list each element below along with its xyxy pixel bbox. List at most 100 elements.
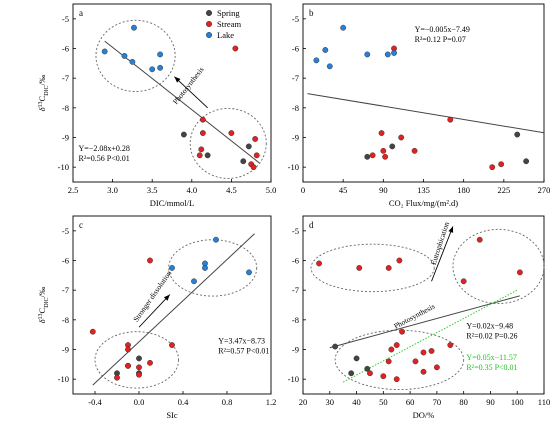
group-ellipse: [94, 331, 180, 389]
spring-point: [180, 131, 187, 138]
x-axis-label: CO₂ Flux/mg/(m².d): [389, 198, 458, 208]
equation-text: Y=3.47x−8.73: [218, 337, 265, 346]
annotation-text: Photosynthesis: [392, 302, 436, 331]
stream-point: [420, 349, 427, 356]
lake-point: [213, 236, 219, 243]
stream-point: [147, 359, 153, 366]
spring-point: [364, 153, 371, 160]
x-tick-label: 45: [339, 185, 348, 195]
spring-point: [136, 355, 142, 362]
y-tick-label: -8: [292, 315, 299, 325]
stream-point: [369, 152, 376, 159]
x-tick-label: 1.2: [266, 397, 277, 407]
arrow-head: [448, 226, 454, 233]
stream-point: [380, 373, 387, 380]
lake-point: [149, 66, 156, 73]
lake-point: [326, 63, 333, 70]
x-tick-label: 20: [299, 397, 308, 407]
group-ellipse: [334, 329, 465, 391]
annotation-text: Photosynthesis: [171, 65, 206, 106]
panel-letter: c: [79, 220, 83, 230]
y-tick-label: -6: [292, 44, 299, 54]
stream-point: [232, 45, 239, 52]
spring-point: [523, 158, 530, 165]
y-tick-label: -8: [62, 315, 69, 325]
lake-point: [246, 269, 252, 276]
legend-marker-stream: [205, 21, 212, 28]
lake-point: [131, 24, 137, 31]
y-tick-label: -6: [292, 256, 299, 266]
fit-line: [92, 233, 255, 386]
spring-point: [245, 143, 252, 150]
x-axis-label: SIc: [166, 410, 178, 420]
stream-point: [125, 346, 131, 353]
stream-point: [199, 130, 206, 136]
y-tick-label: -9: [292, 133, 299, 143]
stream-point: [398, 134, 405, 141]
group-ellipse: [189, 107, 267, 179]
stream-point: [382, 153, 389, 160]
spring-point: [353, 355, 360, 362]
x-tick-label: 60: [406, 397, 415, 407]
stream-point: [393, 342, 400, 348]
arrow-shaft: [174, 76, 208, 109]
x-tick-label: 30: [326, 397, 335, 407]
x-tick-label: 0: [301, 185, 305, 195]
lake-point: [169, 265, 175, 271]
group-ellipse: [95, 19, 176, 92]
group-ellipse: [452, 228, 545, 304]
group-ellipse: [168, 239, 258, 297]
y-tick-label: -7: [62, 285, 69, 295]
x-tick-label: 40: [352, 397, 361, 407]
lake-point: [313, 57, 320, 64]
x-tick-label: 5.0: [266, 185, 277, 195]
y-tick-label: -5: [62, 226, 69, 236]
spring-point: [240, 158, 247, 165]
stream-point: [385, 265, 392, 271]
y-tick-label: -10: [58, 162, 69, 172]
x-tick-label: 80: [459, 397, 468, 407]
plot-frame: [72, 215, 272, 395]
x-tick-label: 4.5: [226, 185, 237, 195]
spring-point: [364, 365, 371, 372]
x-tick-label: 90: [486, 397, 495, 407]
group-ellipse: [310, 243, 435, 293]
panel-letter: a: [79, 8, 83, 18]
stream-point: [420, 368, 427, 375]
arrow-head: [174, 76, 181, 83]
y-tick-label: -7: [292, 73, 299, 83]
stream-point: [489, 164, 496, 171]
arrow-shaft: [138, 294, 171, 328]
x-tick-label: 4.0: [186, 185, 197, 195]
lake-point: [202, 265, 208, 271]
y-tick-label: -7: [292, 285, 299, 295]
stream-point: [447, 342, 454, 348]
legend-marker-lake: [205, 32, 212, 39]
lake-point: [340, 24, 347, 31]
stream-point: [517, 269, 523, 276]
stream-point: [412, 358, 419, 365]
y-tick-label: -10: [288, 162, 299, 172]
x-tick-label: -0.4: [88, 397, 102, 407]
plot-frame: [72, 3, 272, 183]
panel-letter: d: [309, 220, 314, 230]
lake-point: [364, 51, 371, 58]
y-tick-label: -10: [288, 374, 299, 384]
stream-point: [396, 257, 403, 264]
stream-point: [367, 370, 373, 377]
y-tick-label: -5: [292, 226, 299, 236]
stream-point: [89, 328, 96, 335]
stream-point: [228, 130, 235, 136]
stream-point: [198, 146, 205, 153]
lake-point: [121, 53, 128, 59]
y-axis-label: δ13CDIC/‰: [37, 74, 50, 111]
panel-d: 20 30 40 50 60 70 80 90 100 110 -10 -9 -8 -7 -6 -5 DO/% d…: [288, 215, 550, 420]
x-tick-label: 110: [538, 397, 550, 407]
spring-point: [348, 370, 355, 377]
x-axis-label: DIC/mmol/L: [150, 198, 194, 208]
y-tick-label: -9: [62, 345, 69, 355]
x-tick-label: 135: [417, 185, 430, 195]
arrow-shaft: [431, 226, 454, 282]
panel-a: 2.5 3.0 3.5 4.0 4.5 5.0 -10 -9 -8 -7 -6 -5 DIC/mmol/…: [37, 3, 277, 208]
lake-point: [191, 278, 197, 285]
